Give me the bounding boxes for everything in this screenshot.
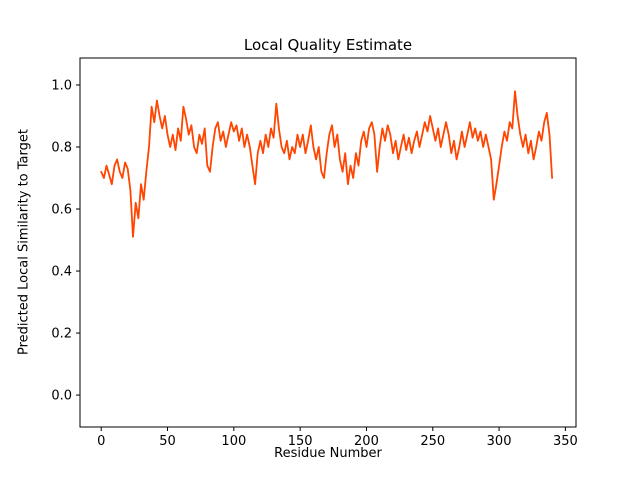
y-axis-label: Predicted Local Similarity to Target [16,129,32,355]
chart-title: Local Quality Estimate [243,36,413,54]
x-tick-label: 200 [354,434,379,449]
y-tick-label: 0.2 [51,327,72,342]
x-tick-label: 350 [553,434,578,449]
x-tick-label: 0 [97,434,105,449]
x-tick-label: 50 [159,434,176,449]
x-tick-label: 100 [221,434,246,449]
x-tick-label: 250 [420,434,445,449]
y-tick-label: 0.0 [51,389,72,404]
axes-spines [79,57,577,428]
y-tick-label: 0.6 [51,203,72,218]
x-tick-label: 300 [487,434,512,449]
x-tick-label: 150 [288,434,313,449]
quality-line [100,90,553,238]
x-axis-label: Residue Number [274,446,382,461]
y-tick-label: 0.4 [51,265,72,280]
y-tick-label: 1.0 [51,78,72,93]
y-tick-label: 0.8 [51,140,72,155]
